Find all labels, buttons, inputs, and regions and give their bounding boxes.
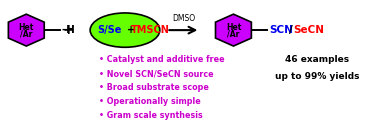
Text: up to 99% yields: up to 99% yields: [275, 72, 359, 81]
Text: • Broad substrate scope: • Broad substrate scope: [99, 83, 209, 92]
Ellipse shape: [221, 21, 246, 40]
Text: TMSCN: TMSCN: [131, 25, 170, 35]
Text: Het: Het: [19, 23, 34, 31]
Text: +: +: [63, 23, 74, 37]
Text: • Gram scale synthesis: • Gram scale synthesis: [99, 111, 202, 120]
Text: +: +: [127, 25, 135, 35]
Polygon shape: [8, 14, 44, 46]
Text: DMSO: DMSO: [172, 14, 195, 23]
Text: /Ar: /Ar: [20, 30, 33, 39]
Text: 46 examples: 46 examples: [285, 55, 349, 64]
Polygon shape: [215, 14, 251, 46]
Text: • Operationally simple: • Operationally simple: [99, 97, 200, 106]
Text: • Catalyst and additive free: • Catalyst and additive free: [99, 55, 224, 64]
Text: S/Se: S/Se: [98, 25, 122, 35]
Text: • Novel SCN/SeCN source: • Novel SCN/SeCN source: [99, 69, 213, 78]
Text: /: /: [289, 25, 293, 35]
Text: –H: –H: [62, 25, 76, 35]
Text: SeCN: SeCN: [293, 25, 324, 35]
Ellipse shape: [90, 13, 160, 47]
Text: Het: Het: [226, 23, 241, 31]
Text: /Ar: /Ar: [227, 30, 240, 39]
Text: SCN: SCN: [269, 25, 293, 35]
Ellipse shape: [14, 21, 39, 40]
